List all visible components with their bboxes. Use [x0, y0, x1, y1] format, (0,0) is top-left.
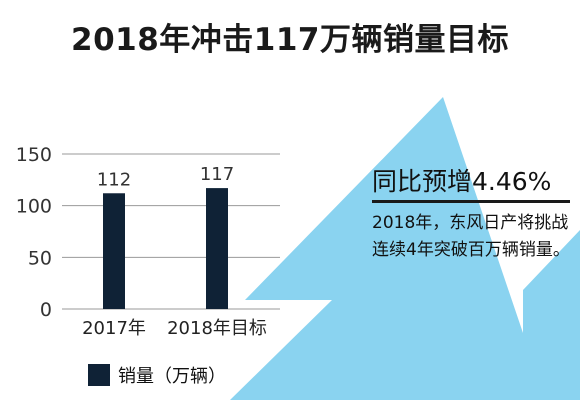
chart-gridlines: [62, 153, 280, 310]
y-tick-label: 0: [40, 299, 52, 321]
callout-body-text: 2018年，东风日产将挑战连续4年突破百万辆销量。: [372, 213, 570, 260]
page-title: 2018年冲击117万辆销量目标: [71, 22, 509, 58]
x-category-label: 2018年目标: [167, 318, 267, 339]
chart-legend: 销量（万辆）: [88, 362, 226, 388]
y-tick-label: 100: [16, 196, 52, 218]
y-tick-label: 50: [28, 247, 52, 269]
callout-divider: [372, 200, 570, 203]
callout-headline: 同比预增4.46%: [372, 167, 552, 196]
x-axis-category-labels: 2017年 2018年目标: [82, 318, 267, 339]
background-arrow-shape: [230, 97, 580, 400]
bar-data-label: 112: [97, 169, 131, 190]
legend-label: 销量（万辆）: [118, 366, 226, 387]
bar-data-labels: 112 117: [97, 164, 234, 190]
bar-data-label: 117: [200, 164, 234, 185]
legend-swatch: [88, 364, 110, 386]
bar: [103, 193, 125, 309]
y-tick-label: 150: [16, 144, 52, 166]
x-category-label: 2017年: [82, 318, 146, 339]
bar: [206, 188, 228, 309]
chart-bars: [103, 188, 228, 309]
y-axis-tick-labels: 0 50 100 150: [16, 144, 52, 321]
